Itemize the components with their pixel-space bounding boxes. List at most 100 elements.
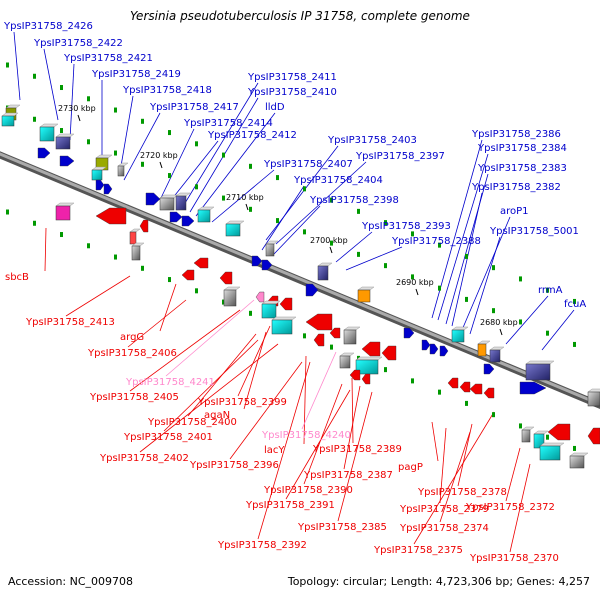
reverse-gene-label: YpsIP31758_2406 (87, 348, 177, 359)
reverse-gene-label: YpsIP31758_2374 (399, 523, 489, 534)
reverse-gene-label: YpsIP31758_2405 (89, 392, 179, 403)
forward-gene-box (265, 243, 275, 257)
forward-label-line (265, 145, 339, 241)
reverse-gene-arrow (181, 269, 195, 281)
scale-tick (330, 344, 333, 350)
scale-tick (249, 310, 252, 316)
scale-tick (411, 274, 414, 280)
scale-tick (87, 96, 90, 102)
forward-label-line (541, 309, 575, 351)
scale-tick (141, 118, 144, 124)
reverse-gene-arrow (193, 257, 209, 269)
scale-tick (168, 173, 171, 179)
reverse-gene-box-top (539, 442, 565, 447)
reverse-gene-arrow (469, 383, 483, 395)
reverse-label-line (337, 391, 373, 522)
scale-tick (114, 107, 117, 113)
forward-gene-box-top (117, 162, 129, 167)
reverse-gene-label: YpsIP31758_2401 (123, 432, 213, 443)
forward-gene-label: aroP1 (500, 206, 529, 217)
forward-label-line (345, 246, 403, 271)
reverse-label-line (159, 283, 177, 332)
reverse-label-line (509, 463, 531, 553)
reverse-gene-box (131, 245, 141, 261)
reverse-label-line (343, 385, 361, 470)
scale-tick (222, 152, 225, 158)
reverse-gene-label: YpsIP31758_2378 (417, 487, 507, 498)
reverse-label-line (303, 383, 343, 485)
forward-gene-box-top (225, 220, 245, 225)
reverse-gene-arrow (483, 387, 495, 399)
scale-tick (33, 73, 36, 79)
forward-gene-box (451, 329, 465, 343)
scale-tick (330, 240, 333, 246)
forward-gene-box (225, 223, 241, 237)
position-marker-tick (77, 114, 81, 122)
forward-gene-label: YpsIP31758_2386 (471, 129, 561, 140)
forward-gene-box-top (175, 192, 191, 197)
forward-gene-label: YpsIP31758_2410 (247, 87, 337, 98)
reverse-label-line (413, 411, 495, 545)
reverse-gene-box (569, 455, 585, 469)
scale-tick (357, 208, 360, 214)
forward-label-line (461, 216, 511, 331)
scale-tick (384, 367, 387, 373)
reverse-label-line (505, 447, 521, 502)
scale-tick (6, 62, 9, 68)
reverse-label-line (129, 309, 241, 392)
forward-label-line (273, 205, 321, 255)
forward-gene-box-top (451, 326, 469, 331)
reverse-gene-arrow (95, 207, 127, 225)
forward-gene-label: YpsIP31758_2407 (263, 159, 353, 170)
forward-gene-box-top (489, 346, 505, 351)
scale-tick (492, 412, 495, 418)
scale-tick (249, 206, 252, 212)
position-marker: 2680 kbp (480, 318, 518, 327)
forward-gene-label: YpsIP31758_2411 (247, 72, 337, 83)
reverse-gene-label: YpsIP31758_4241 (125, 377, 215, 388)
reverse-gene-label: sbcB (5, 272, 29, 283)
scale-tick (33, 116, 36, 122)
scale-tick (546, 434, 549, 440)
reverse-gene-box-top (339, 352, 355, 357)
forward-gene-arrow (483, 363, 495, 375)
reverse-gene-arrow (255, 291, 265, 303)
forward-gene-arrow (95, 179, 105, 191)
scale-tick (357, 251, 360, 257)
label-lines-layer (13, 31, 575, 553)
forward-gene-arrow (261, 259, 273, 271)
forward-gene-box (587, 391, 600, 407)
reverse-label-line (439, 427, 447, 504)
genome-stats-text: Topology: circular; Length: 4,723,306 bp… (287, 575, 590, 588)
reverse-label-line (165, 299, 255, 377)
forward-gene-arrow (37, 147, 51, 159)
forward-gene-label: YpsIP31758_2382 (471, 182, 561, 193)
reverse-gene-label: agaN (204, 410, 230, 421)
position-marker-tick (415, 288, 419, 296)
scale-tick (492, 308, 495, 314)
forward-label-line (167, 140, 219, 205)
scale-tick (60, 85, 63, 91)
position-marker: 2710 kbp (226, 193, 264, 202)
reverse-gene-label: YpsIP31758_2399 (197, 397, 287, 408)
reverse-gene-arrow (313, 333, 325, 347)
scale-tick (276, 175, 279, 181)
forward-label-line (275, 161, 367, 245)
reverse-gene-box-top (569, 452, 589, 457)
forward-label-line (505, 295, 549, 345)
forward-gene-box (91, 169, 103, 181)
reverse-label-line (163, 339, 259, 432)
reverse-label-line (285, 389, 351, 500)
forward-gene-box (1, 115, 15, 127)
scale-tick (87, 243, 90, 249)
scale-tick (546, 330, 549, 336)
forward-gene-box (489, 349, 501, 363)
forward-gene-arrow (305, 283, 319, 297)
forward-gene-arrow (429, 343, 439, 355)
position-marker: 2730 kbp (58, 104, 96, 113)
reverse-label-line (351, 377, 354, 444)
forward-gene-label: YpsIP31758_2393 (361, 221, 451, 232)
scale-tick (33, 220, 36, 226)
